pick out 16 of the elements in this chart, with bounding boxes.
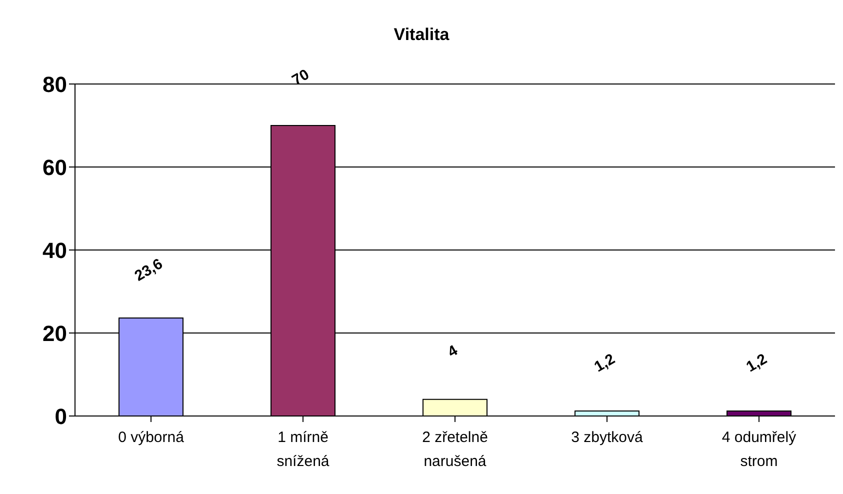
y-tick-label: 40: [42, 238, 67, 263]
x-tick-label: 1 mírně snížená: [276, 429, 330, 470]
chart-title: Vitalita: [392, 24, 450, 46]
data-label: 23,6: [132, 256, 166, 285]
data-label: 4: [444, 342, 462, 361]
data-label: 1,2: [743, 350, 770, 376]
x-tick-label: 3 zbytková: [571, 429, 644, 446]
y-tick-label: 20: [42, 320, 67, 346]
data-label: 1,2: [591, 350, 618, 376]
data-label: 70: [289, 66, 312, 90]
y-tick-label: 60: [42, 154, 67, 180]
x-tick-label: 2 zřetelně narušená: [422, 429, 488, 470]
y-tick-label: 80: [42, 72, 67, 97]
y-tick-label: 0: [54, 404, 67, 429]
x-tick-label: 4 odumřelý strom: [722, 429, 797, 470]
x-tick-label: 0 výborná: [118, 429, 185, 446]
